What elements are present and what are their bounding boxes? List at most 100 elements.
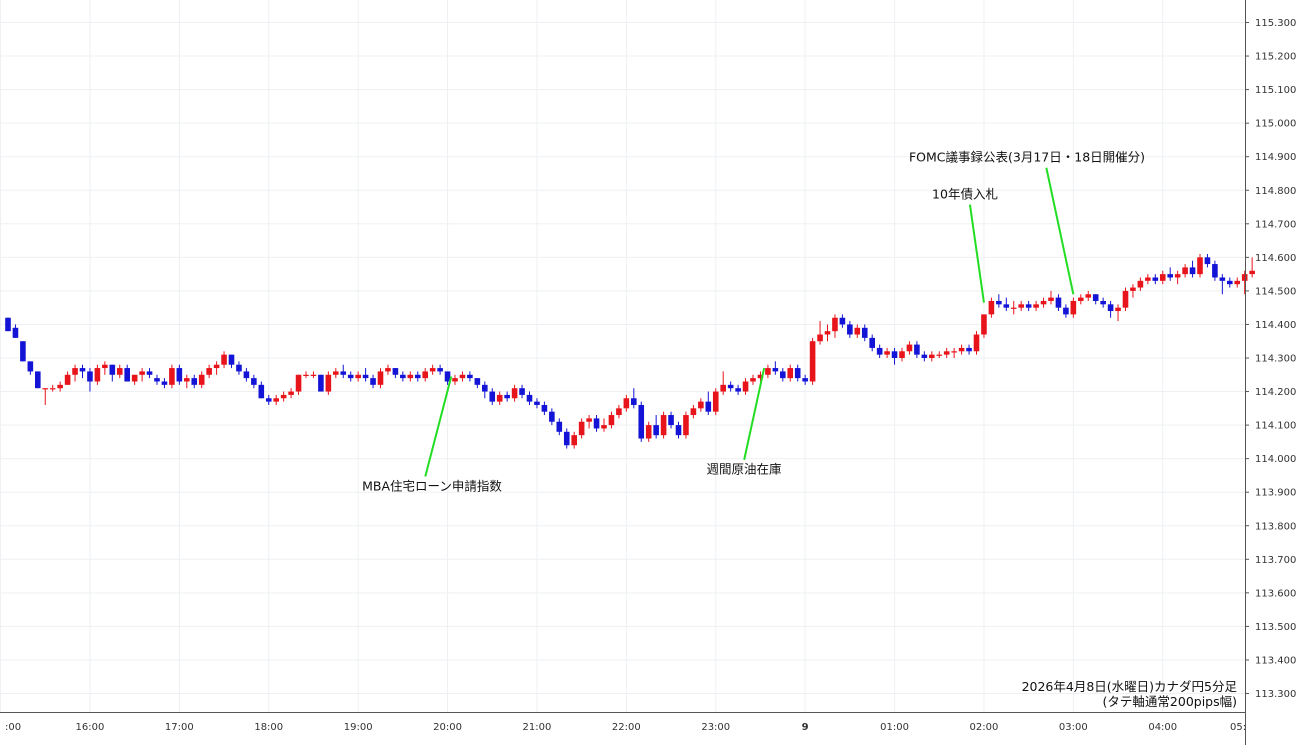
candle-body [616, 408, 622, 416]
x-tick-label: 01:00 [880, 722, 909, 733]
candle-body [79, 368, 86, 372]
candle [467, 371, 473, 382]
candle-body [1197, 257, 1203, 275]
candle [340, 364, 347, 379]
candle [1137, 277, 1144, 291]
candle [288, 388, 294, 399]
candle [236, 361, 242, 375]
candle-body [161, 381, 168, 385]
candle [64, 371, 71, 385]
candle [295, 374, 302, 395]
candle-body [832, 317, 838, 332]
candle [511, 384, 518, 402]
candle [347, 371, 354, 382]
candle [1092, 294, 1099, 305]
candle [504, 391, 510, 402]
candle-body [474, 378, 481, 385]
candles [5, 253, 1255, 449]
y-tick-label: 113.800 [1255, 521, 1296, 532]
candle-body [802, 378, 808, 382]
candle [355, 371, 361, 382]
candle [79, 364, 86, 379]
candle [1003, 297, 1010, 312]
y-tick-label: 115.200 [1255, 52, 1296, 63]
candle [221, 351, 227, 369]
y-tick-label: 114.500 [1255, 286, 1296, 297]
candle [459, 371, 466, 382]
x-tick-label: 04:00 [1148, 722, 1177, 733]
event-annotations: MBA住宅ローン申請指数 週間原油在庫 10年債入札 FOMC議事録公表(3月17日・… [362, 150, 1145, 494]
y-tick-label: 113.600 [1255, 588, 1296, 599]
candle-body [1227, 280, 1233, 285]
y-tick-label: 113.300 [1255, 689, 1296, 700]
candle-body [943, 351, 950, 355]
candle-body [273, 398, 279, 402]
candle [243, 368, 250, 382]
candle [1063, 304, 1069, 318]
candle-body [452, 378, 458, 382]
candle-body [571, 435, 577, 446]
candle-body [482, 384, 488, 392]
candle [563, 428, 570, 449]
candle [876, 344, 883, 358]
candle-body [839, 317, 846, 325]
x-tick-label: 16:00 [76, 722, 105, 733]
candle [712, 388, 719, 416]
candle [206, 364, 212, 379]
candle [951, 347, 957, 358]
candle [1152, 274, 1159, 285]
candle-body [824, 331, 831, 335]
candle-body [973, 334, 980, 352]
candle-body [87, 371, 93, 382]
candle-body [1055, 297, 1062, 308]
candle [1040, 297, 1047, 308]
x-tick-label: 19:00 [344, 722, 373, 733]
candle-body [72, 368, 78, 375]
candle-body [929, 354, 935, 358]
candle [385, 364, 391, 375]
candle-body [951, 351, 957, 353]
candle [333, 368, 339, 379]
candle [400, 371, 406, 382]
candle [593, 415, 600, 432]
candle [444, 371, 451, 385]
candle-body [12, 327, 19, 338]
candle-body [787, 368, 794, 379]
candle [213, 361, 220, 375]
candle [571, 431, 577, 449]
candle-body [586, 418, 592, 422]
candle [757, 371, 764, 382]
candle [437, 364, 443, 375]
candle-body [198, 374, 205, 385]
candle-body [42, 388, 49, 390]
annotation-label: MBA住宅ローン申請指数 [362, 479, 502, 494]
x-tick-label: 9 [802, 722, 809, 733]
candle-body [921, 354, 928, 358]
candle-body [20, 341, 26, 362]
candle [981, 314, 987, 338]
candle [690, 404, 697, 419]
candle [496, 391, 503, 405]
candle-body [318, 374, 324, 392]
candle-body [757, 374, 764, 379]
candle-body [49, 388, 56, 390]
candle [765, 364, 771, 379]
candle-body [1182, 267, 1188, 275]
candle [869, 334, 875, 352]
candle [1122, 287, 1129, 312]
candle-body [876, 347, 883, 355]
candle [370, 374, 376, 389]
candle-body [1241, 274, 1248, 281]
x-tick-label: :00 [5, 722, 21, 733]
candle [854, 324, 861, 338]
candle-body [504, 394, 510, 399]
candle [452, 374, 458, 385]
candle [899, 347, 905, 362]
candle [377, 368, 384, 389]
y-tick-label: 114.200 [1255, 387, 1296, 398]
candle-body [1107, 304, 1114, 312]
annotation-label: 週間原油在庫 [706, 462, 781, 477]
candle-body [601, 425, 607, 429]
x-tick-label: 22:00 [612, 722, 641, 733]
candle-body [1152, 277, 1159, 281]
